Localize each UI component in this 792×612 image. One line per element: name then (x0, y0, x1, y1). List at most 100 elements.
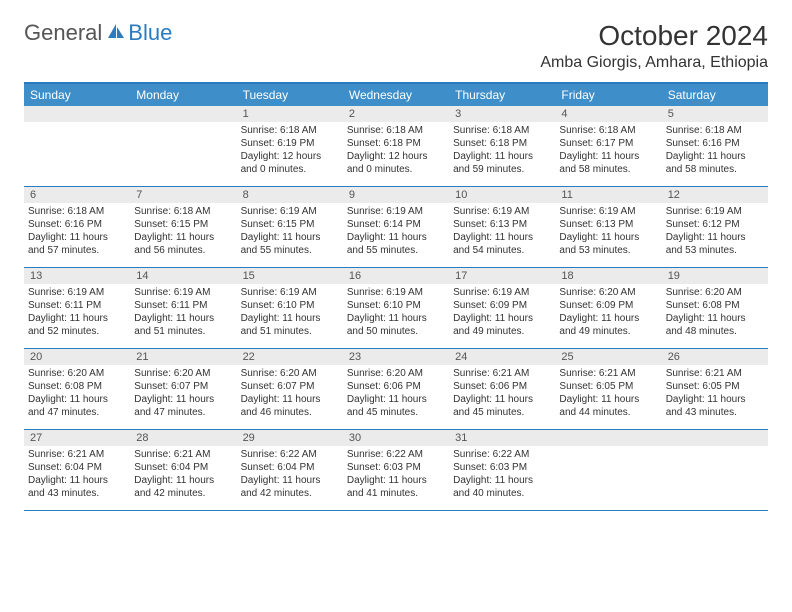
day-body (662, 446, 768, 452)
day-cell: 6Sunrise: 6:18 AMSunset: 6:16 PMDaylight… (24, 187, 130, 267)
day-cell: 4Sunrise: 6:18 AMSunset: 6:17 PMDaylight… (555, 106, 661, 186)
day-cell: 26 Sunrise: 6:21 AMSunset: 6:05 PMDayligh… (662, 349, 768, 429)
sunrise-text: Sunrise: 6:20 AM (347, 367, 445, 380)
daylight-text: Daylight: 11 hours and 50 minutes. (347, 312, 445, 338)
sunrise-text: Sunrise: 6:19 AM (241, 205, 339, 218)
day-cell: 3Sunrise: 6:18 AMSunset: 6:18 PMDaylight… (449, 106, 555, 186)
day-number: 30 (343, 430, 449, 446)
daylight-text: Daylight: 11 hours and 44 minutes. (559, 393, 657, 419)
sunrise-text: Sunrise: 6:18 AM (28, 205, 126, 218)
day-body: Sunrise: 6:21 AMSunset: 6:06 PMDaylight:… (449, 365, 555, 423)
daylight-text: Daylight: 11 hours and 42 minutes. (241, 474, 339, 500)
day-body: Sunrise: 6:18 AMSunset: 6:15 PMDaylight:… (130, 203, 236, 261)
day-number: 8 (237, 187, 343, 203)
daylight-text: Daylight: 12 hours and 0 minutes. (347, 150, 445, 176)
daylight-text: Daylight: 11 hours and 58 minutes. (666, 150, 764, 176)
weekday-header: Sunday (24, 84, 130, 106)
sunrise-text: Sunrise: 6:19 AM (453, 205, 551, 218)
sunrise-text: Sunrise: 6:22 AM (453, 448, 551, 461)
daylight-text: Daylight: 11 hours and 59 minutes. (453, 150, 551, 176)
sunrise-text: Sunrise: 6:18 AM (241, 124, 339, 137)
daylight-text: Daylight: 11 hours and 43 minutes. (666, 393, 764, 419)
day-number: 16 (343, 268, 449, 284)
day-number: 26 (662, 349, 768, 365)
weekday-header: Saturday (662, 84, 768, 106)
sunrise-text: Sunrise: 6:18 AM (666, 124, 764, 137)
daylight-text: Daylight: 11 hours and 53 minutes. (666, 231, 764, 257)
sunrise-text: Sunrise: 6:20 AM (28, 367, 126, 380)
week-row: ..1Sunrise: 6:18 AMSunset: 6:19 PMDaylig… (24, 106, 768, 187)
day-body: Sunrise: 6:19 AMSunset: 6:12 PMDaylight:… (662, 203, 768, 261)
day-number: . (555, 430, 661, 446)
sunset-text: Sunset: 6:03 PM (347, 461, 445, 474)
day-body: Sunrise: 6:19 AMSunset: 6:10 PMDaylight:… (343, 284, 449, 342)
day-body: Sunrise: 6:20 AMSunset: 6:09 PMDaylight:… (555, 284, 661, 342)
day-cell: 24Sunrise: 6:21 AMSunset: 6:06 PMDayligh… (449, 349, 555, 429)
sunset-text: Sunset: 6:06 PM (347, 380, 445, 393)
day-number: 15 (237, 268, 343, 284)
day-body: Sunrise: 6:19 AMSunset: 6:09 PMDaylight:… (449, 284, 555, 342)
daylight-text: Daylight: 12 hours and 0 minutes. (241, 150, 339, 176)
daylight-text: Daylight: 11 hours and 58 minutes. (559, 150, 657, 176)
day-number: . (24, 106, 130, 122)
day-cell: 20Sunrise: 6:20 AMSunset: 6:08 PMDayligh… (24, 349, 130, 429)
day-number: 10 (449, 187, 555, 203)
sunrise-text: Sunrise: 6:21 AM (559, 367, 657, 380)
weekday-header: Wednesday (343, 84, 449, 106)
day-body: Sunrise: 6:18 AMSunset: 6:16 PMDaylight:… (662, 122, 768, 180)
day-number: 13 (24, 268, 130, 284)
day-cell: 25Sunrise: 6:21 AMSunset: 6:05 PMDayligh… (555, 349, 661, 429)
day-body: Sunrise: 6:19 AMSunset: 6:10 PMDaylight:… (237, 284, 343, 342)
daylight-text: Daylight: 11 hours and 47 minutes. (134, 393, 232, 419)
week-row: 27Sunrise: 6:21 AMSunset: 6:04 PMDayligh… (24, 430, 768, 511)
day-cell: 10Sunrise: 6:19 AMSunset: 6:13 PMDayligh… (449, 187, 555, 267)
day-cell: 17Sunrise: 6:19 AMSunset: 6:09 PMDayligh… (449, 268, 555, 348)
day-cell: . (555, 430, 661, 510)
day-number: 20 (24, 349, 130, 365)
day-number: 27 (24, 430, 130, 446)
sunset-text: Sunset: 6:10 PM (241, 299, 339, 312)
week-row: 13Sunrise: 6:19 AMSunset: 6:11 PMDayligh… (24, 268, 768, 349)
day-cell: 18Sunrise: 6:20 AMSunset: 6:09 PMDayligh… (555, 268, 661, 348)
title-block: October 2024 Amba Giorgis, Amhara, Ethio… (540, 20, 768, 72)
sunset-text: Sunset: 6:10 PM (347, 299, 445, 312)
sunset-text: Sunset: 6:17 PM (559, 137, 657, 150)
sunrise-text: Sunrise: 6:19 AM (28, 286, 126, 299)
sunrise-text: Sunrise: 6:19 AM (453, 286, 551, 299)
daylight-text: Daylight: 11 hours and 57 minutes. (28, 231, 126, 257)
day-cell: 5Sunrise: 6:18 AMSunset: 6:16 PMDaylight… (662, 106, 768, 186)
day-body: Sunrise: 6:19 AMSunset: 6:13 PMDaylight:… (555, 203, 661, 261)
day-number: . (130, 106, 236, 122)
day-number: 12 (662, 187, 768, 203)
sunset-text: Sunset: 6:05 PM (666, 380, 764, 393)
day-cell: 7Sunrise: 6:18 AMSunset: 6:15 PMDaylight… (130, 187, 236, 267)
daylight-text: Daylight: 11 hours and 42 minutes. (134, 474, 232, 500)
day-number: 24 (449, 349, 555, 365)
day-cell: . (662, 430, 768, 510)
day-cell: 23Sunrise: 6:20 AMSunset: 6:06 PMDayligh… (343, 349, 449, 429)
weekday-header: Tuesday (237, 84, 343, 106)
location-label: Amba Giorgis, Amhara, Ethiopia (540, 54, 768, 72)
day-cell: 15Sunrise: 6:19 AMSunset: 6:10 PMDayligh… (237, 268, 343, 348)
daylight-text: Daylight: 11 hours and 49 minutes. (559, 312, 657, 338)
sunset-text: Sunset: 6:15 PM (241, 218, 339, 231)
day-number: 22 (237, 349, 343, 365)
sunrise-text: Sunrise: 6:21 AM (666, 367, 764, 380)
sunset-text: Sunset: 6:14 PM (347, 218, 445, 231)
daylight-text: Daylight: 11 hours and 54 minutes. (453, 231, 551, 257)
sunset-text: Sunset: 6:03 PM (453, 461, 551, 474)
sunrise-text: Sunrise: 6:20 AM (241, 367, 339, 380)
daylight-text: Daylight: 11 hours and 45 minutes. (347, 393, 445, 419)
day-body (555, 446, 661, 452)
day-body: Sunrise: 6:19 AMSunset: 6:11 PMDaylight:… (24, 284, 130, 342)
daylight-text: Daylight: 11 hours and 55 minutes. (347, 231, 445, 257)
sunrise-text: Sunrise: 6:19 AM (347, 205, 445, 218)
sunset-text: Sunset: 6:16 PM (28, 218, 126, 231)
day-number: 29 (237, 430, 343, 446)
day-cell: 27Sunrise: 6:21 AMSunset: 6:04 PMDayligh… (24, 430, 130, 510)
sunset-text: Sunset: 6:04 PM (134, 461, 232, 474)
day-number: 21 (130, 349, 236, 365)
sunset-text: Sunset: 6:07 PM (134, 380, 232, 393)
day-number: 19 (662, 268, 768, 284)
daylight-text: Daylight: 11 hours and 51 minutes. (134, 312, 232, 338)
